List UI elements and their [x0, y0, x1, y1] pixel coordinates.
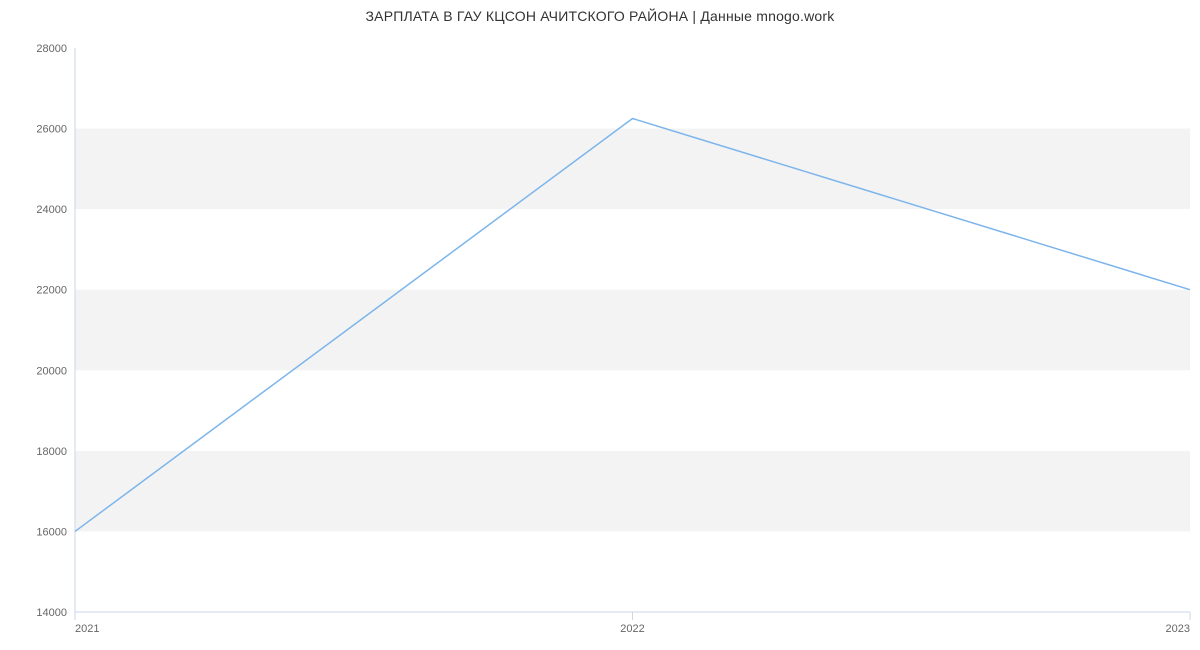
y-tick-label: 26000: [36, 124, 67, 136]
grid-band: [75, 451, 1190, 532]
y-tick-label: 14000: [36, 607, 67, 619]
x-tick-label: 2023: [1166, 623, 1190, 635]
y-tick-label: 22000: [36, 285, 67, 297]
salary-line-chart: ЗАРПЛАТА В ГАУ КЦСОН АЧИТСКОГО РАЙОНА | …: [0, 0, 1200, 650]
grid-band: [75, 290, 1190, 371]
grid-band: [75, 129, 1190, 210]
x-tick-label: 2022: [620, 623, 644, 635]
x-tick-label: 2021: [75, 623, 99, 635]
y-tick-label: 28000: [36, 43, 67, 55]
y-tick-label: 24000: [36, 204, 67, 216]
y-tick-label: 20000: [36, 365, 67, 377]
chart-svg: 14000 16000 18000 20000 22000 24000 26000 28000…: [0, 0, 1200, 650]
y-tick-label: 16000: [36, 526, 67, 538]
y-tick-label: 18000: [36, 446, 67, 458]
